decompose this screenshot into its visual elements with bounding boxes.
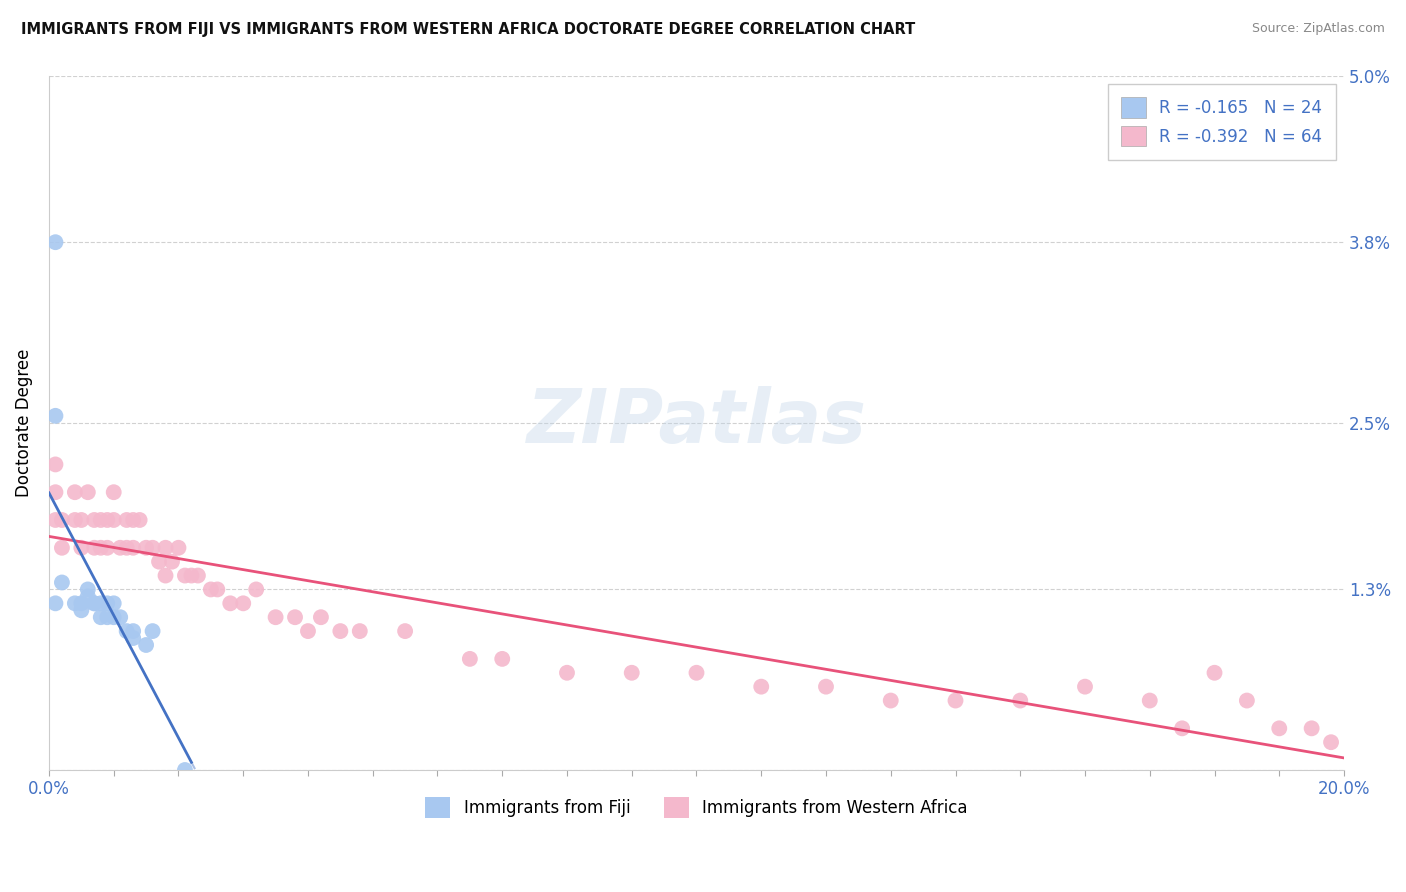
Point	[76, 485, 98, 500]
Point	[90, 596, 112, 610]
Point	[555, 665, 578, 680]
Point	[174, 568, 197, 582]
Point	[103, 610, 125, 624]
Point	[51, 575, 73, 590]
Point	[44, 513, 66, 527]
Point	[148, 555, 170, 569]
Point	[142, 541, 165, 555]
Point	[1139, 693, 1161, 707]
Point	[155, 541, 177, 555]
Point	[83, 513, 105, 527]
Point	[103, 596, 125, 610]
Point	[103, 485, 125, 500]
Point	[264, 610, 287, 624]
Point	[90, 541, 112, 555]
Point	[63, 485, 86, 500]
Point	[122, 624, 145, 639]
Point	[945, 693, 967, 707]
Point	[70, 596, 93, 610]
Point	[297, 624, 319, 639]
Point	[207, 582, 229, 597]
Point	[142, 624, 165, 639]
Point	[491, 652, 513, 666]
Point	[1171, 722, 1194, 736]
Text: Source: ZipAtlas.com: Source: ZipAtlas.com	[1251, 22, 1385, 36]
Point	[135, 541, 157, 555]
Point	[160, 555, 183, 569]
Point	[122, 631, 145, 645]
Point	[174, 763, 197, 777]
Point	[200, 582, 222, 597]
Point	[685, 665, 707, 680]
Point	[814, 680, 837, 694]
Point	[749, 680, 772, 694]
Point	[63, 596, 86, 610]
Point	[135, 638, 157, 652]
Y-axis label: Doctorate Degree: Doctorate Degree	[15, 349, 32, 497]
Point	[155, 568, 177, 582]
Point	[115, 541, 138, 555]
Point	[187, 568, 209, 582]
Point	[108, 541, 131, 555]
Point	[83, 596, 105, 610]
Point	[51, 513, 73, 527]
Point	[180, 568, 202, 582]
Point	[219, 596, 242, 610]
Point	[63, 513, 86, 527]
Point	[284, 610, 307, 624]
Point	[394, 624, 416, 639]
Point	[44, 235, 66, 250]
Point	[96, 541, 118, 555]
Point	[1204, 665, 1226, 680]
Point	[1010, 693, 1032, 707]
Text: ZIPatlas: ZIPatlas	[526, 386, 866, 459]
Legend: Immigrants from Fiji, Immigrants from Western Africa: Immigrants from Fiji, Immigrants from We…	[419, 790, 974, 824]
Point	[128, 513, 150, 527]
Point	[76, 582, 98, 597]
Point	[108, 610, 131, 624]
Point	[51, 541, 73, 555]
Point	[115, 513, 138, 527]
Point	[309, 610, 332, 624]
Point	[1268, 722, 1291, 736]
Point	[44, 409, 66, 423]
Point	[122, 541, 145, 555]
Point	[96, 513, 118, 527]
Point	[458, 652, 481, 666]
Point	[1301, 722, 1323, 736]
Point	[70, 541, 93, 555]
Point	[44, 458, 66, 472]
Point	[70, 603, 93, 617]
Point	[76, 590, 98, 604]
Point	[96, 596, 118, 610]
Point	[70, 513, 93, 527]
Point	[1320, 735, 1343, 749]
Point	[245, 582, 267, 597]
Point	[90, 610, 112, 624]
Point	[329, 624, 352, 639]
Point	[620, 665, 643, 680]
Point	[83, 596, 105, 610]
Text: IMMIGRANTS FROM FIJI VS IMMIGRANTS FROM WESTERN AFRICA DOCTORATE DEGREE CORRELAT: IMMIGRANTS FROM FIJI VS IMMIGRANTS FROM …	[21, 22, 915, 37]
Point	[103, 513, 125, 527]
Point	[232, 596, 254, 610]
Point	[44, 485, 66, 500]
Point	[880, 693, 903, 707]
Point	[349, 624, 371, 639]
Point	[83, 541, 105, 555]
Point	[1236, 693, 1258, 707]
Point	[96, 610, 118, 624]
Point	[90, 513, 112, 527]
Point	[122, 513, 145, 527]
Point	[1074, 680, 1097, 694]
Point	[115, 624, 138, 639]
Point	[44, 596, 66, 610]
Point	[167, 541, 190, 555]
